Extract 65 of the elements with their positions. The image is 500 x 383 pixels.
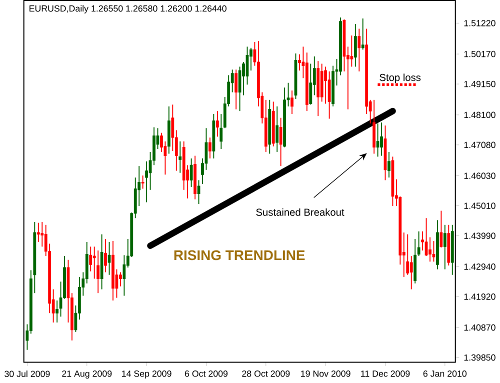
candlestick	[141, 175, 144, 190]
candlestick	[406, 234, 410, 276]
candlestick	[171, 104, 174, 152]
y-tick-label: 1.46030	[464, 172, 496, 180]
candlestick	[358, 28, 361, 72]
candlestick	[238, 66, 242, 112]
candlestick	[417, 230, 420, 257]
candlestick	[421, 230, 424, 252]
candlestick	[428, 236, 432, 262]
candlestick	[432, 240, 436, 262]
annotation: Sustained Breakout	[256, 208, 344, 216]
candlestick	[324, 66, 328, 104]
candlestick	[328, 71, 331, 120]
y-tick-label: 1.47080	[464, 142, 496, 148]
y-tick-label: 1.41920	[464, 294, 496, 300]
x-tick-label: 6 Oct 2009	[184, 370, 228, 377]
x-tick-label: 19 Nov 2009	[301, 370, 350, 377]
y-tick-label: 1.43990	[464, 232, 496, 240]
candlestick	[410, 256, 413, 290]
candlestick	[56, 300, 58, 324]
y-tick-label: 1.40870	[464, 324, 496, 331]
y-tick-label: 1.51220	[464, 20, 496, 26]
y-tick-label: 1.39850	[464, 354, 496, 361]
candlestick	[178, 141, 182, 174]
candlestick	[309, 63, 312, 106]
chart-title: EURUSD,Daily 1.26550 1.26580 1.26200 1.26440	[30, 5, 226, 14]
candlestick	[96, 250, 100, 294]
candlestick	[440, 210, 443, 248]
candlestick	[122, 254, 126, 296]
candlestick	[36, 222, 40, 243]
candlestick	[220, 114, 223, 150]
candlestick	[354, 24, 357, 68]
candlestick	[208, 137, 212, 160]
ref-line-label: Stop loss	[380, 74, 421, 84]
candlestick	[89, 246, 92, 272]
candlestick	[104, 238, 107, 273]
series-label: RISING TRENDLINE	[174, 250, 305, 260]
candlestick	[290, 90, 294, 115]
candlestick	[443, 224, 446, 270]
candlestick	[388, 152, 390, 178]
candlestick	[234, 69, 238, 110]
x-tick-label: 6 Jan 2010	[423, 370, 467, 377]
x-tick-label: 30 Jul 2009	[4, 370, 50, 378]
x-tick-label: 14 Sep 2009	[122, 370, 172, 379]
y-tick-label: 1.48100	[464, 112, 496, 118]
y-tick-label: 1.50170	[464, 51, 496, 58]
candlestick	[279, 117, 282, 167]
y-tick-label: 1.45010	[464, 202, 496, 210]
candlestick	[350, 35, 354, 68]
candlestick	[197, 180, 200, 205]
candlestick	[190, 158, 193, 188]
candlestick	[40, 222, 44, 248]
y-tick-label: 1.42940	[464, 264, 496, 270]
candlestick	[376, 123, 380, 158]
x-tick-label: 11 Dec 2009	[361, 370, 410, 377]
y-tick-label: 1.49150	[464, 81, 496, 88]
candlestick	[380, 122, 383, 156]
candlestick	[361, 18, 364, 50]
x-tick-label: 28 Oct 2009	[242, 370, 290, 377]
candlestick	[108, 242, 111, 276]
candlestick	[119, 272, 122, 287]
candlestick	[216, 110, 219, 138]
x-tick-label: 21 Aug 2009	[62, 370, 112, 379]
candlestick	[276, 106, 279, 153]
candlestick	[145, 160, 148, 203]
